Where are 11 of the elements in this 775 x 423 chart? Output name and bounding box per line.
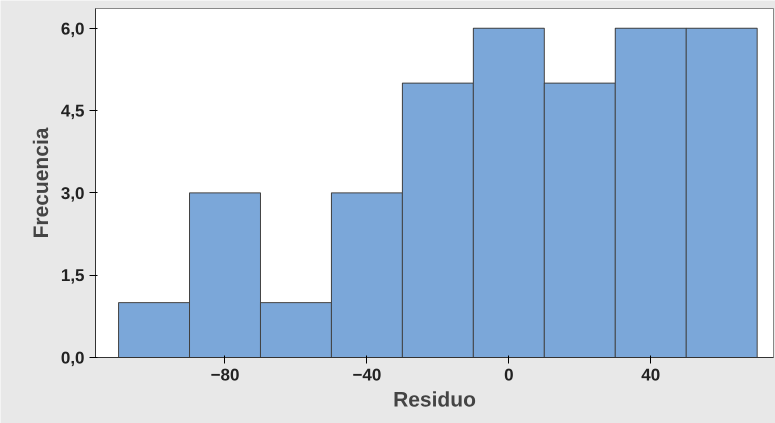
x-axis-title: Residuo [393, 388, 476, 412]
x-tick-label: 40 [641, 366, 660, 384]
y-tick-label: 0,0 [60, 348, 85, 368]
x-tick-label: −40 [352, 366, 382, 384]
y-tick-label: 4,5 [60, 102, 85, 121]
y-tick-label: 6,0 [60, 19, 85, 38]
y-tick-label: 3,0 [60, 184, 85, 203]
y-axis-title: Frecuencia [30, 127, 53, 238]
x-tick-label: 0 [504, 366, 514, 384]
y-tick-label: 1,5 [60, 266, 85, 286]
x-tick-label: −80 [210, 366, 240, 384]
